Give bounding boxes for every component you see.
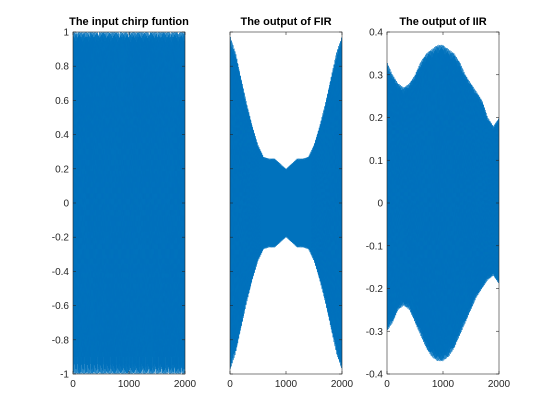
- signal-line: [230, 36, 342, 369]
- x-tick-label: 0: [384, 379, 390, 390]
- subplot-1: 0 1000 2000 1 0.8 0.6 0.4 0.2 0 -0.2 -0.4 -0.6 -0.8 -…: [52, 16, 197, 390]
- y-tick-label: 0.1: [369, 156, 383, 167]
- y-tick-label: -0.4: [52, 267, 70, 278]
- x-tick-label: 0: [227, 379, 233, 390]
- subplot-title: The input chirp funtion: [69, 16, 189, 28]
- y-tick-label: 0.2: [369, 113, 383, 124]
- subplot-title: The output of FIR: [240, 16, 331, 28]
- y-tick-label: 0.2: [55, 164, 69, 175]
- x-tick-label: 2000: [331, 379, 354, 390]
- y-tick-label: -0.3: [366, 327, 384, 338]
- y-tick-label: -1: [60, 370, 69, 381]
- x-tick-label: 0: [70, 379, 76, 390]
- x-tick-label: 2000: [174, 379, 197, 390]
- y-tick-label: 0.8: [55, 62, 69, 73]
- subplot-2: 0 1000 2000 The output of FIR: [227, 16, 353, 390]
- y-tick-label: -0.8: [52, 335, 70, 346]
- subplot-3: 0 1000 2000 0.4 0.3 0.2 0.1 0 -0.1 -0.2 -0.3 -0.4 Th…: [366, 16, 511, 390]
- x-tick-label: 2000: [488, 379, 511, 390]
- subplot-title: The output of IIR: [399, 16, 486, 28]
- y-tick-label: 0.4: [55, 130, 69, 141]
- y-tick-label: 0: [377, 199, 383, 210]
- y-tick-label: -0.6: [52, 301, 70, 312]
- signal-line: [73, 32, 185, 374]
- x-tick-label: 1000: [118, 379, 141, 390]
- x-tick-label: 1000: [275, 379, 298, 390]
- y-tick-label: 0.4: [369, 28, 383, 39]
- y-tick-label: 0: [63, 199, 69, 210]
- y-tick-label: -0.2: [366, 284, 384, 295]
- y-tick-label: -0.2: [52, 233, 70, 244]
- y-tick-label: 0.6: [55, 96, 69, 107]
- y-tick-label: -0.1: [366, 241, 384, 252]
- y-tick-label: -0.4: [366, 370, 384, 381]
- x-tick-label: 1000: [432, 379, 455, 390]
- y-tick-label: 0.3: [369, 70, 383, 81]
- y-tick-label: 1: [63, 28, 69, 39]
- signal-line: [387, 44, 499, 362]
